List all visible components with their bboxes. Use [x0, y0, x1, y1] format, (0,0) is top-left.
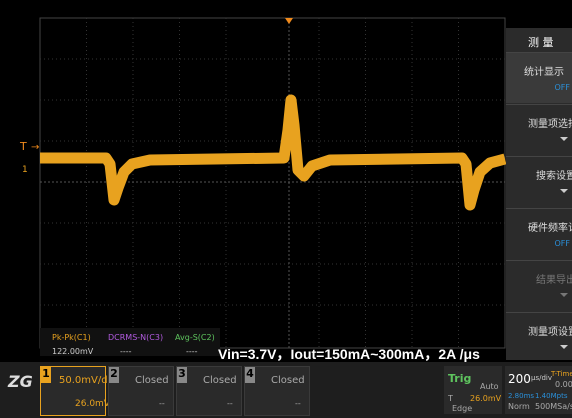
measurement-value: 122.00mV: [52, 347, 94, 356]
timebase-box[interactable]: 200 μs/div T-Time 0.00s 2.80ms 1.40Mpts …: [505, 366, 572, 414]
menu-label: 测量项选择: [528, 115, 572, 130]
channel-offset: --: [227, 399, 233, 408]
menu-item[interactable]: 硬件频率计 OFF: [506, 208, 572, 259]
trigger-label: Trig: [448, 372, 471, 385]
menu-label: 搜索设置: [536, 167, 572, 182]
trigger-mode: Auto: [480, 382, 499, 391]
channel-box[interactable]: 2 Closed --: [108, 366, 174, 416]
trigger-arrow: →: [31, 142, 39, 153]
channel-offset: --: [159, 399, 165, 408]
channel-status: Closed: [203, 375, 237, 386]
measurement-value: ----: [186, 347, 198, 356]
acq-mode: Norm: [508, 402, 530, 411]
menu-label: 测量项设置: [528, 323, 572, 338]
measurement-name: Avg-S(C2): [175, 333, 215, 342]
menu-item[interactable]: 结果导出: [506, 260, 572, 311]
record-points: 1.40Mpts: [535, 392, 567, 400]
trigger-level-marker: T: [19, 140, 27, 153]
menu-label: 硬件频率计: [528, 219, 572, 234]
panel-title: 测 量: [528, 34, 554, 50]
measurement-name: DCRMS-N(C3): [108, 333, 163, 342]
channel-box[interactable]: 4 Closed --: [244, 366, 310, 416]
sample-rate: 500MSa/s: [535, 402, 572, 411]
channel-offset: --: [295, 399, 301, 408]
measurement-value: ----: [120, 347, 132, 356]
menu-state: OFF: [555, 239, 571, 248]
measure-panel: 测 量 统计显示 OFF 测量项选择 搜索设置 硬件频率计 OFF 结果导出 测量项…: [506, 28, 572, 360]
menu-label: 结果导出: [536, 271, 572, 286]
trigger-box[interactable]: Trig Auto T 26.0mV Edge: [444, 366, 502, 414]
channel-offset: 26.0mV: [75, 399, 110, 409]
timebase-scale: 200: [508, 372, 531, 386]
channel-status: Closed: [271, 375, 305, 386]
menu-label: 统计显示: [524, 63, 564, 78]
menu-state: OFF: [555, 83, 571, 92]
trigger-slope: Edge: [452, 404, 472, 413]
channel-number: 2: [109, 367, 119, 383]
menu-item[interactable]: 搜索设置: [506, 156, 572, 207]
menu-item[interactable]: 测量项选择: [506, 104, 572, 155]
annotation: Vin=3.7V，Iout=150mA~300mA，2A /μs: [218, 344, 480, 364]
waveform-display: T → 1 Pk-Pk(C1) DCRMS-N(C3) Avg-S(C2) 12…: [0, 0, 506, 362]
t-time: 0.00s: [555, 380, 572, 389]
measurement-name: Pk-Pk(C1): [52, 333, 91, 342]
channel-status: Closed: [135, 375, 169, 386]
oscilloscope-screen: T → 1 Pk-Pk(C1) DCRMS-N(C3) Avg-S(C2) 12…: [0, 0, 572, 418]
menu-item[interactable]: 统计显示 OFF: [506, 52, 572, 103]
channel-number: 3: [177, 367, 187, 383]
logo: ZG: [8, 372, 33, 391]
channel-1-marker: 1: [22, 165, 28, 175]
t-time-label: T-Time: [551, 370, 572, 378]
channel-number: 4: [245, 367, 255, 383]
trigger-level: 26.0mV: [470, 394, 501, 403]
record-length: 2.80ms: [508, 392, 534, 400]
channel-number: 1: [41, 367, 51, 383]
timebase-unit: μs/div: [531, 374, 552, 382]
trigger-type: T: [448, 394, 453, 403]
channel-box[interactable]: 3 Closed --: [176, 366, 242, 416]
menu-item[interactable]: 测量项设置: [506, 312, 572, 363]
channel-box[interactable]: 1 50.0mV/div 26.0mV: [40, 366, 106, 416]
